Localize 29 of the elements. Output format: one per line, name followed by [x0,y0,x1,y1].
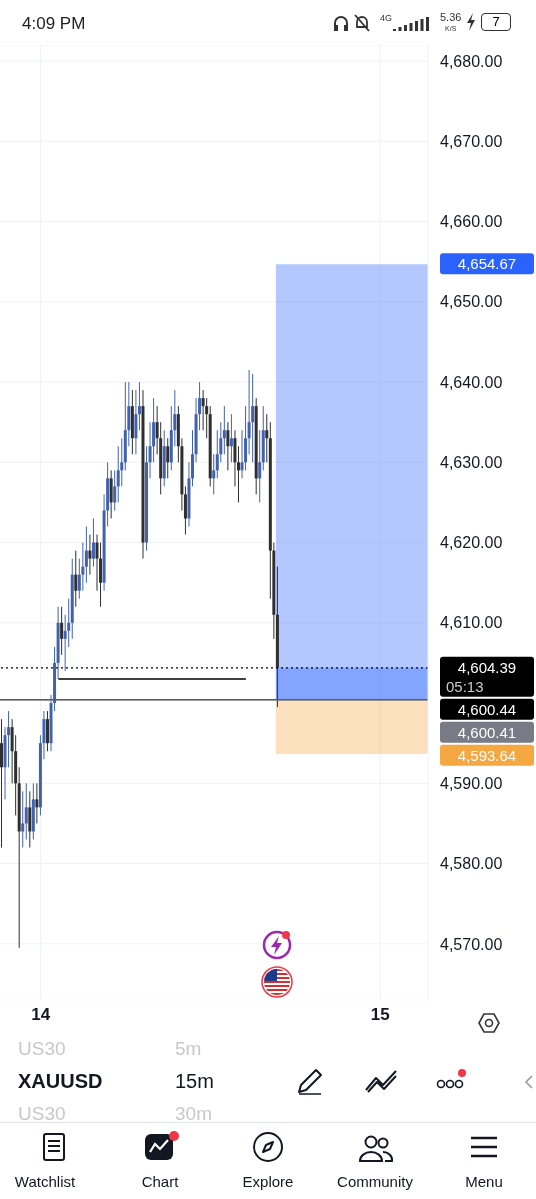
band-label: 4,654.67 [457,255,517,273]
text: Watchlist [13,1173,77,1190]
y-tick-label: 4,610.00 [440,614,503,632]
text: 5.36 [440,11,462,23]
band-label: 4,593.64 [457,746,517,764]
text: 4:09 PM [22,14,86,34]
y-tick-label: 4,640.00 [440,373,503,391]
y-tick-label: 4,670.00 [440,132,503,150]
text: Explore [241,1173,295,1190]
y-tick-label: 4,680.00 [440,52,503,70]
y-tick-label: 4,570.00 [440,935,503,953]
ref-line-label: 4,600.41 [457,723,517,741]
y-tick-label: 4,580.00 [440,855,503,873]
text: Chart [140,1173,180,1190]
ref-line-label: 4,600.44 [457,700,517,718]
x-tick-label: 14 [31,1005,51,1025]
ref-line-label: 4,604.39 [457,658,517,676]
text: Menu [464,1173,504,1190]
text: 05:13 [446,677,484,695]
text: 15m [175,1070,214,1093]
y-tick-label: 4,650.00 [440,293,503,311]
y-tick-label: 4,660.00 [440,213,503,231]
y-tick-label: 4,620.00 [440,534,503,552]
y-tick-label: 4,590.00 [440,775,503,792]
text: XAUUSD [18,1070,103,1093]
x-tick-label: 15 [370,1005,390,1025]
y-tick-label: 4,630.00 [440,453,503,471]
text: Community [336,1173,414,1190]
text: 4G [380,13,393,23]
